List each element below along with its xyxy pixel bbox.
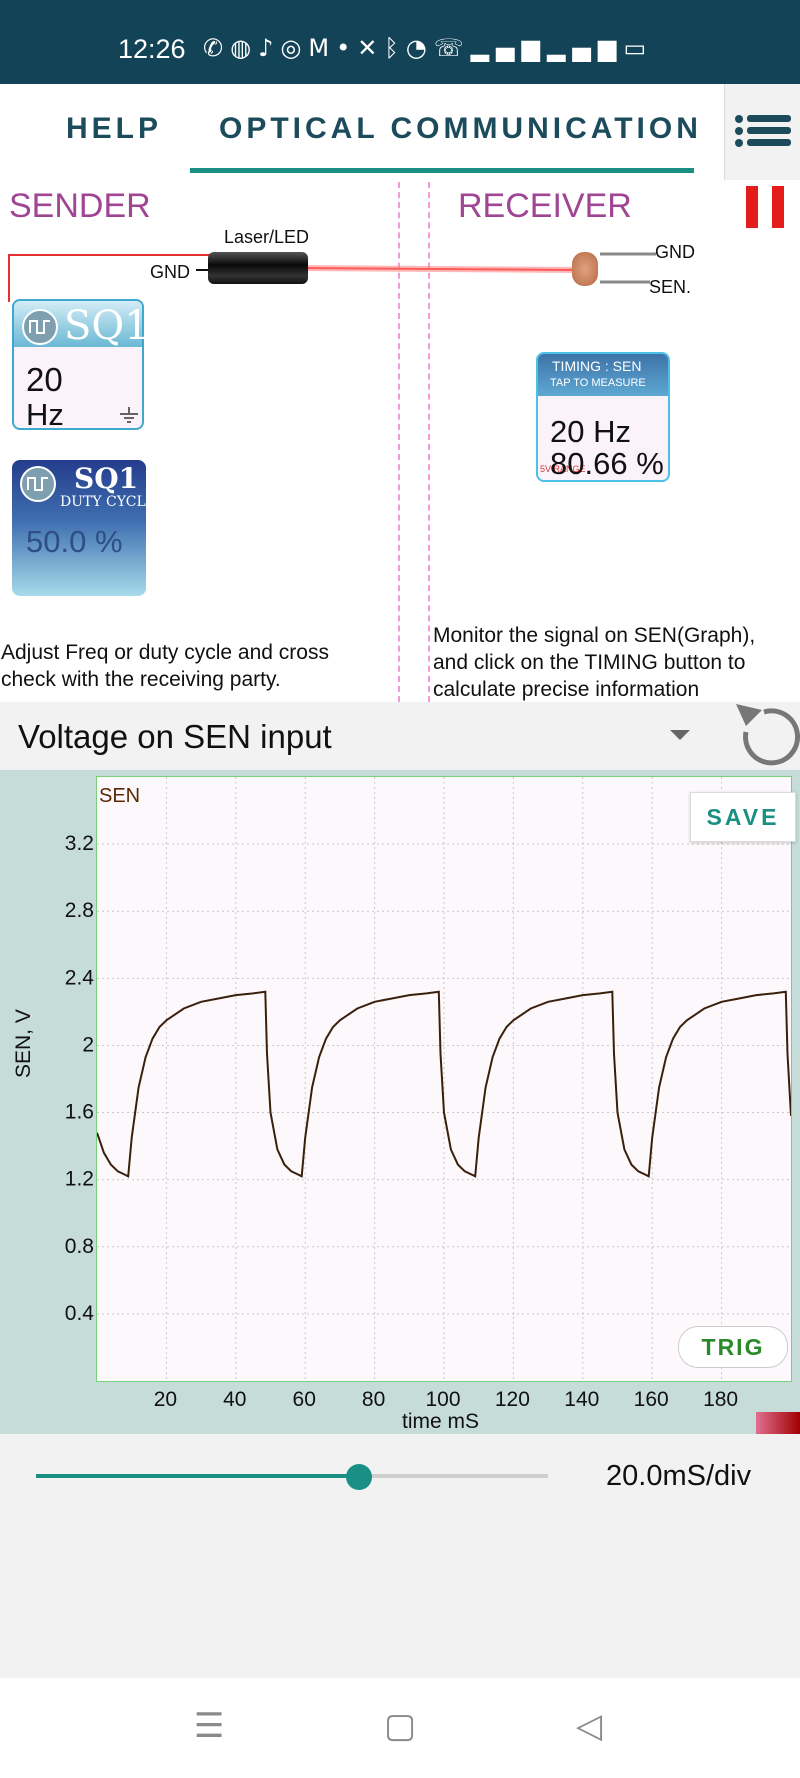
timebase-slider-thumb[interactable] [345,1464,372,1490]
timebase-value: 20.0mS/div [606,1460,752,1492]
timing-button[interactable]: TIMING : SEN TAP TO MEASURE 20 Hz 5V RAN… [536,352,670,482]
home-nav-icon[interactable]: ▢ [384,1706,417,1746]
x-tick-label: 20 [154,1388,177,1411]
ground-icon [120,407,138,423]
sq1-frequency-widget[interactable]: SQ1 20 Hz [12,299,150,432]
x-axis-label: time mS [402,1410,480,1433]
timebase-slider-fill [36,1474,359,1478]
active-tab-indicator [190,168,694,173]
x-tick-label: 60 [293,1388,316,1411]
trig-button[interactable]: TRIG [678,1326,788,1368]
sender-hint: Adjust Freq or duty cycle and cross chec… [1,641,329,691]
tab-bar: HELP OPTICAL COMMUNICATION [0,84,800,182]
timing-header: TIMING : SEN TAP TO MEASURE [538,354,668,396]
circle-app-icon: ◎ [280,34,309,62]
y-tick-label: 1.6 [65,1101,94,1124]
wifi-icon: ◔ [405,34,434,62]
reset-button[interactable] [728,702,800,770]
status-time: 12:26 [118,34,186,64]
timing-frequency: 20 Hz [550,414,631,449]
bell-icon: ♪ [258,34,281,62]
duty-cycle-value: 50.0 % [26,524,123,559]
signal-icon: ▂▄▆ [470,34,548,62]
menu-button[interactable] [724,84,800,180]
y-tick-label: 2 [82,1033,94,1056]
x-tick-label: 100 [425,1388,460,1411]
sq1-frequency-unit: Hz [26,397,64,432]
graph-area: SEN, V SEN 0.4 0.8 1.2 1.6 2 2.4 2.8 3.2 20 40 60 8… [0,770,800,1434]
tab-optical-communication[interactable]: OPTICAL COMMUNICATION [219,112,702,145]
y-tick-label: 1.2 [65,1168,94,1191]
laser-icon [208,252,308,284]
y-tick-label: 0.8 [65,1235,94,1258]
y-tick-label: 2.4 [65,966,95,989]
x-tick-label: 80 [362,1388,385,1411]
y-tick-label: 2.8 [65,899,94,922]
square-wave-icon [20,466,56,502]
timing-subtitle: TAP TO MEASURE [550,377,646,389]
tab-help[interactable]: HELP [66,112,163,145]
back-nav-icon[interactable]: ◁ [576,1706,603,1746]
timebase-panel: 20.0mS/div [0,1434,800,1678]
y-tick-label: 3.2 [65,832,94,855]
x-tick-label: 160 [634,1388,669,1411]
ldr-sensor-icon [572,252,598,286]
sq1-frequency-value: 20 [26,361,63,398]
x-tick-label: 180 [703,1388,738,1411]
divider-line [428,182,430,702]
plot-area[interactable]: SEN [96,776,792,1382]
signal-icon: ▂▄▆ [547,34,624,62]
gmail-icon: M [308,34,337,62]
y-tick-label: 0.4 [65,1302,95,1325]
sq1-duty-cycle-widget[interactable]: SQ1 DUTY CYCLE 50.0 % [12,460,156,596]
pause-icon [746,186,784,228]
dot-icon: • [336,34,358,62]
graph-selector-bar: Voltage on SEN input [0,702,800,770]
axis-ticks: 0.4 0.8 1.2 1.6 2 2.4 2.8 3.2 20 40 60 80 100 120 140 1… [65,832,738,1411]
duty-subtitle: DUTY CYCLE [60,494,156,510]
graph-source-label: Voltage on SEN input [18,718,332,755]
whatsapp-icon: ✆ [203,34,231,62]
sender-gnd-label: GND [150,262,190,282]
trigger-marker [756,1412,800,1434]
receiver-title: RECEIVER [458,187,632,225]
divider-line [398,182,400,702]
receiver-gnd-label: GND [655,242,695,262]
timing-title: TIMING : SEN [552,358,642,374]
duty-title: SQ1 [74,462,139,495]
status-icons: ✆◍♪◎M•✕ᛒ◔☏▂▄▆▂▄▆▭ [203,34,653,62]
experiment-panel: SENDER RECEIVER Laser/LED GND GND SEN. S… [0,182,800,702]
battery-icon: ▭ [623,34,654,62]
sen-chart [96,777,792,1381]
navigation-bar: ☰ ▢ ◁ [0,1678,800,1778]
receiver-hint: Monitor the signal on SEN(Graph), and cl… [433,624,756,701]
status-bar: 12:26 ✆◍♪◎M•✕ᛒ◔☏▂▄▆▂▄▆▭ [0,0,800,84]
sq1-header: SQ1 [14,301,150,349]
square-wave-icon [22,309,58,345]
graph-source-dropdown[interactable]: Voltage on SEN input [0,702,712,770]
dropdown-arrow-icon [670,730,690,740]
reset-icon [736,704,800,766]
wifi-call-icon: ☏ [433,34,471,62]
x-tick-label: 140 [564,1388,599,1411]
globe-icon: ◍ [230,34,259,62]
sq1-title: SQ1 [64,303,150,349]
receiver-sen-label: SEN. [649,277,692,297]
save-button[interactable]: SAVE [690,792,796,842]
pause-button[interactable] [744,184,788,230]
timing-duty-cycle: 80.66 % [550,446,664,481]
series-legend-label: SEN [99,785,141,807]
x-tick-label: 40 [223,1388,246,1411]
x-tick-label: 120 [495,1388,530,1411]
bluetooth-icon: ᛒ [384,34,406,62]
sender-title: SENDER [9,187,151,225]
mute-icon: ✕ [357,34,385,62]
timing-range-label: 5V RANGE [540,464,586,474]
menu-nav-icon[interactable]: ☰ [194,1706,225,1746]
laser-label: Laser/LED [224,227,310,247]
sen-series-line [96,990,792,1178]
list-menu-icon [735,115,791,147]
wiring-diagram [8,252,656,302]
